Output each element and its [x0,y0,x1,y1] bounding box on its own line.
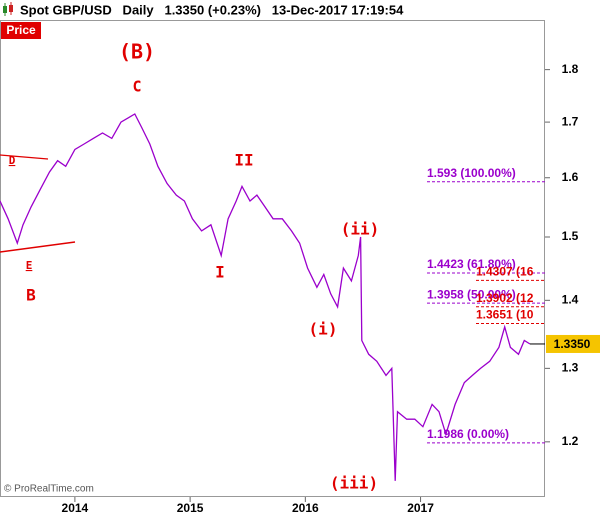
x-tick-label: 2016 [292,501,319,515]
trend-line [0,241,76,253]
trend-line [0,154,49,160]
level-label: 1.593 (100.00%) [427,166,516,180]
wave-label: (B) [119,40,155,64]
y-tick-label: 1.2 [562,434,579,448]
wave-label: I [215,263,225,282]
wave-label: II [234,151,253,170]
level-label: 1.3902 (12 [476,291,534,305]
last-price-label: 1.3350 [554,337,591,351]
y-tick-label: 1.7 [562,114,579,128]
y-tick-label: 1.3 [562,361,579,375]
last-price-box [546,334,600,353]
header [0,0,600,20]
wave-label: (i) [309,320,338,339]
credit: © ProRealTime.com [4,484,94,495]
level-label: 1.3651 (10 [476,308,534,322]
y-tick-label: 1.8 [562,62,579,76]
plot-frame [0,20,545,497]
price-line [0,113,531,481]
level-label: 1.3958 (50.00%) [427,287,516,301]
level-label: 1.1986 (0.00%) [427,427,509,441]
y-tick-label: 1.4 [562,292,579,306]
wave-label: (ii) [341,220,380,239]
y-tick-label: 1.5 [562,229,579,243]
wave-label: B [26,286,36,305]
panel-badge [1,22,41,39]
wave-label: E [26,259,33,272]
panel-label: Price [6,23,36,37]
x-tick-label: 2015 [177,501,204,515]
y-tick-label: 1.6 [562,170,579,184]
chart-title: Spot GBP/USD Daily 1.3350 (+0.23%) 13-De… [20,2,404,17]
header-icon [3,2,13,16]
x-tick-label: 2017 [407,501,434,515]
level-label: 1.4423 (61.80%) [427,257,516,271]
wave-label: D [9,154,16,167]
level-label: 1.4307 (16 [476,265,534,279]
x-tick-label: 2014 [62,501,89,515]
wave-label: C [132,78,141,96]
wave-label: (iii) [330,474,378,493]
